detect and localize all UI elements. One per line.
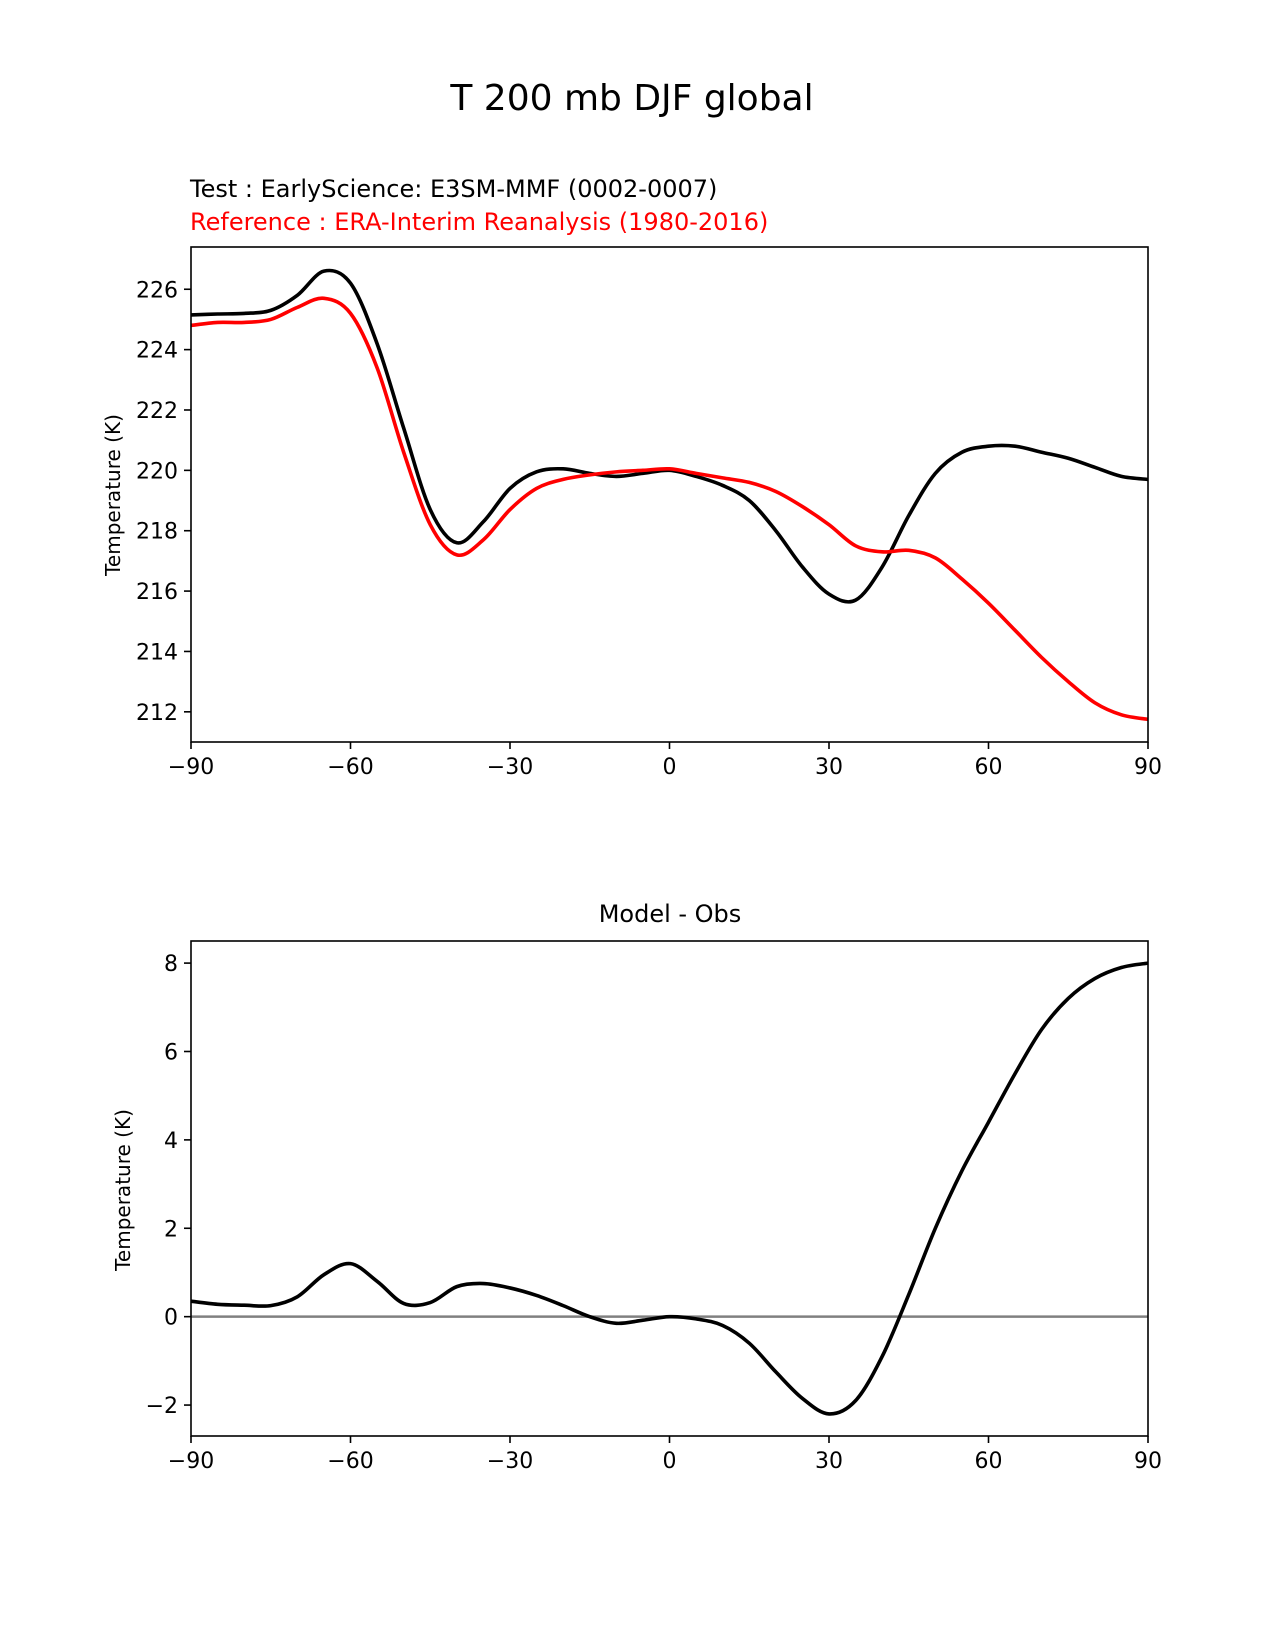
difference-x-tick-label: 0 <box>663 1449 677 1474</box>
temperature-x-tick-label: −60 <box>327 755 373 780</box>
difference-panel-plot: −90 −60 −30 0 30 60 90 −2 0 2 4 6 8 <box>146 940 1162 1474</box>
temperature-x-tick-label: 90 <box>1134 755 1162 780</box>
difference-panel: Model - Obs Temperature (K) −90 −60 −30 0 30… <box>111 900 1162 1474</box>
difference-y-tick-label: 0 <box>164 1306 178 1331</box>
difference-x-tick-label: −60 <box>327 1449 373 1474</box>
difference-panel-ylabel: Temperature (K) <box>111 1109 135 1272</box>
difference-x-tick-label: 60 <box>975 1449 1003 1474</box>
temperature-y-tick-label: 220 <box>136 459 178 484</box>
difference-series-line-0 <box>190 961 1149 1416</box>
difference-x-tick-label: −30 <box>487 1449 533 1474</box>
temperature-y-tick-label: 226 <box>136 278 178 303</box>
temperature-panel: Temperature (K) −90 −60 −30 0 30 60 90 212 214 21… <box>101 246 1162 780</box>
temperature-y-tick-label: 212 <box>136 701 178 726</box>
temperature-panel-plot: −90 −60 −30 0 30 60 90 212 214 216 218 220 222 224 226 <box>136 246 1162 780</box>
difference-x-tick-label: 30 <box>815 1449 843 1474</box>
temperature-series-line-1 <box>190 296 1149 722</box>
difference-x-tick-label: −90 <box>168 1449 214 1474</box>
temperature-x-tick-label: 60 <box>975 755 1003 780</box>
temperature-x-tick-label: 0 <box>663 755 677 780</box>
difference-y-tick-label: −2 <box>146 1394 178 1419</box>
temperature-y-tick-label: 222 <box>136 399 178 424</box>
temperature-x-tick-label: −30 <box>487 755 533 780</box>
difference-x-tick-label: 90 <box>1134 1449 1162 1474</box>
temperature-x-tick-label: 30 <box>815 755 843 780</box>
temperature-y-tick-label: 216 <box>136 580 178 605</box>
temperature-y-tick-label: 214 <box>136 640 178 665</box>
temperature-y-tick-label: 224 <box>136 339 178 364</box>
difference-y-tick-label: 8 <box>164 952 178 977</box>
difference-y-tick-label: 2 <box>164 1217 178 1242</box>
test-label: Test : EarlyScience: E3SM-MMF (0002-0007… <box>189 175 717 203</box>
temperature-y-tick-label: 218 <box>136 520 178 545</box>
reference-label: Reference : ERA-Interim Reanalysis (1980… <box>190 208 768 236</box>
temperature-x-tick-label: −90 <box>168 755 214 780</box>
temperature-panel-ylabel: Temperature (K) <box>101 414 125 577</box>
difference-panel-title: Model - Obs <box>599 900 742 928</box>
difference-y-tick-label: 6 <box>164 1040 178 1065</box>
difference-y-tick-label: 4 <box>164 1129 178 1154</box>
figure-title: T 200 mb DJF global <box>449 78 813 119</box>
